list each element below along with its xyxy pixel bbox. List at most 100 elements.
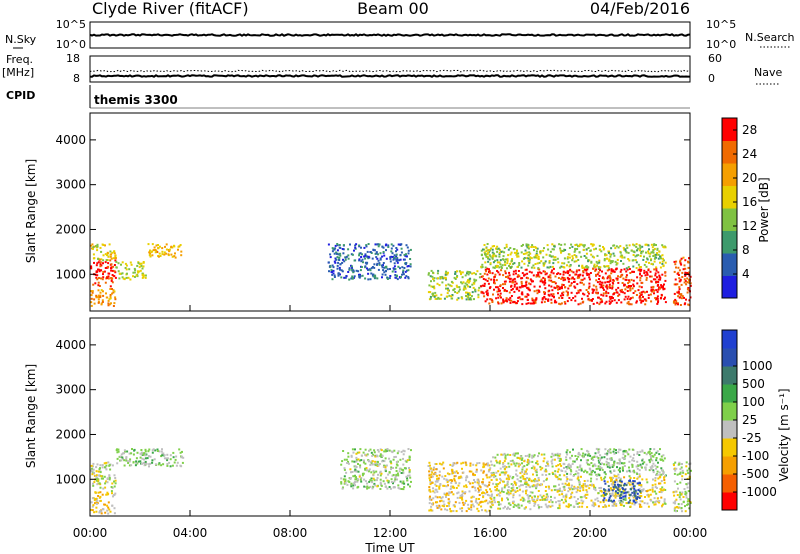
power-cell-9 [686,291,689,294]
power-cell-1 [96,245,99,248]
power-cell-7 [650,280,653,283]
velocity-cell-4 [428,477,431,480]
velocity-cell-8 [629,494,631,497]
velocity-cell-1 [107,506,110,509]
power-cell-8 [485,250,488,253]
velocity-cell-3 [402,488,405,491]
power-cell-5 [338,244,341,246]
velocity-cell-5 [558,474,561,477]
velocity-cell-7 [577,475,580,478]
power-cell-2 [95,294,98,297]
power-cell-8 [515,252,518,254]
velocity-cell-2 [144,454,147,457]
power-cell-7 [604,302,607,305]
power-cell-7 [549,276,552,279]
velocity-cell-5 [550,495,552,498]
velocity-cell-7 [602,501,605,504]
power-cell-8 [548,260,551,262]
velocity-cell-3 [388,486,391,488]
power-cell-5 [351,275,354,278]
power-cell-0 [107,277,110,280]
velocity-cell-7 [649,488,652,491]
velocity-cell-0 [90,467,93,470]
velocity-cell-6 [629,455,632,458]
power-cell-7 [636,282,639,285]
velocity-cell-7 [565,505,568,508]
power-cell-3 [137,271,140,274]
velocity-cell-3 [342,450,345,452]
velocity-cell-4 [485,489,488,492]
power-cell-8 [496,245,499,248]
power-cell-5 [374,243,377,246]
velocity-cell-7 [568,484,571,487]
velocity-cell-4 [463,485,466,488]
power-cell-7 [515,302,518,305]
velocity-cell-5 [508,508,511,510]
velocity-cell-6 [592,458,595,461]
power-cell-4 [161,253,164,256]
velocity-cell-7 [639,492,642,494]
velocity-cell-5 [492,476,495,479]
power-cell-7 [509,301,512,304]
power-cell-7 [508,291,511,294]
power-cell-7 [534,300,537,303]
velocity-cell-7 [664,502,667,505]
velocity-cell-5 [515,469,518,472]
velocity-cell-5 [556,470,559,473]
power-cell-8 [640,250,643,253]
power-cell-7 [540,272,543,275]
velocity-cell-7 [647,494,650,497]
power-cell-0 [97,284,100,287]
power-cell-9 [682,256,685,259]
velocity-cell-5 [559,487,561,490]
velocity-cell-0 [111,482,114,485]
velocity-cell-2 [144,450,147,453]
power-cell-7 [653,268,656,271]
velocity-cell-5 [509,460,512,462]
power-cell-8 [571,255,574,258]
power-cell-8 [489,262,492,265]
velocity-cell-3 [357,470,360,473]
power-cell-5 [333,248,336,251]
velocity-cell-8 [631,482,634,485]
velocity-cell-7 [570,486,573,489]
power-cell-8 [583,244,586,247]
velocity-cell-5 [517,457,520,459]
freq-label-1: Freq. [6,53,33,66]
power-cell-7 [562,284,565,286]
power-cell-8 [652,249,655,252]
power-cell-5 [405,269,408,272]
power-cell-7 [636,276,639,279]
velocity-cell-5 [532,455,535,458]
power-cell-9 [677,295,680,298]
velocity-cell-2 [140,462,143,465]
velocity-cell-5 [499,473,502,476]
power-cell-7 [646,272,649,275]
power-cell-8 [527,243,530,246]
power-cell-7 [649,293,652,296]
power-cell-8 [574,249,577,252]
power-cell-5 [340,276,343,279]
velocity-cell-5 [564,498,567,501]
velocity-cell-4 [433,466,435,469]
velocity-cell-5 [525,483,528,486]
velocity-cell-4 [435,463,438,465]
power-cell-7 [556,286,559,289]
velocity-cell-9 [683,488,686,490]
velocity-cell-5 [496,487,498,490]
power-cell-8 [605,265,608,268]
power-cell-9 [673,260,676,263]
power-cell-8 [563,262,566,265]
velocity-cell-5 [516,474,519,477]
power-cell-7 [609,276,612,279]
power-cell-8 [512,263,515,265]
power-cell-6 [453,287,456,290]
velocity-cell-7 [619,477,622,480]
power-cell-7 [524,273,527,276]
power-cell-7 [645,271,648,274]
velocity-cell-6 [655,451,658,454]
velocity-cell-6 [632,469,635,472]
velocity-cell-9 [686,469,689,472]
power-cell-7 [599,301,602,304]
velocity-cell-3 [408,467,410,469]
